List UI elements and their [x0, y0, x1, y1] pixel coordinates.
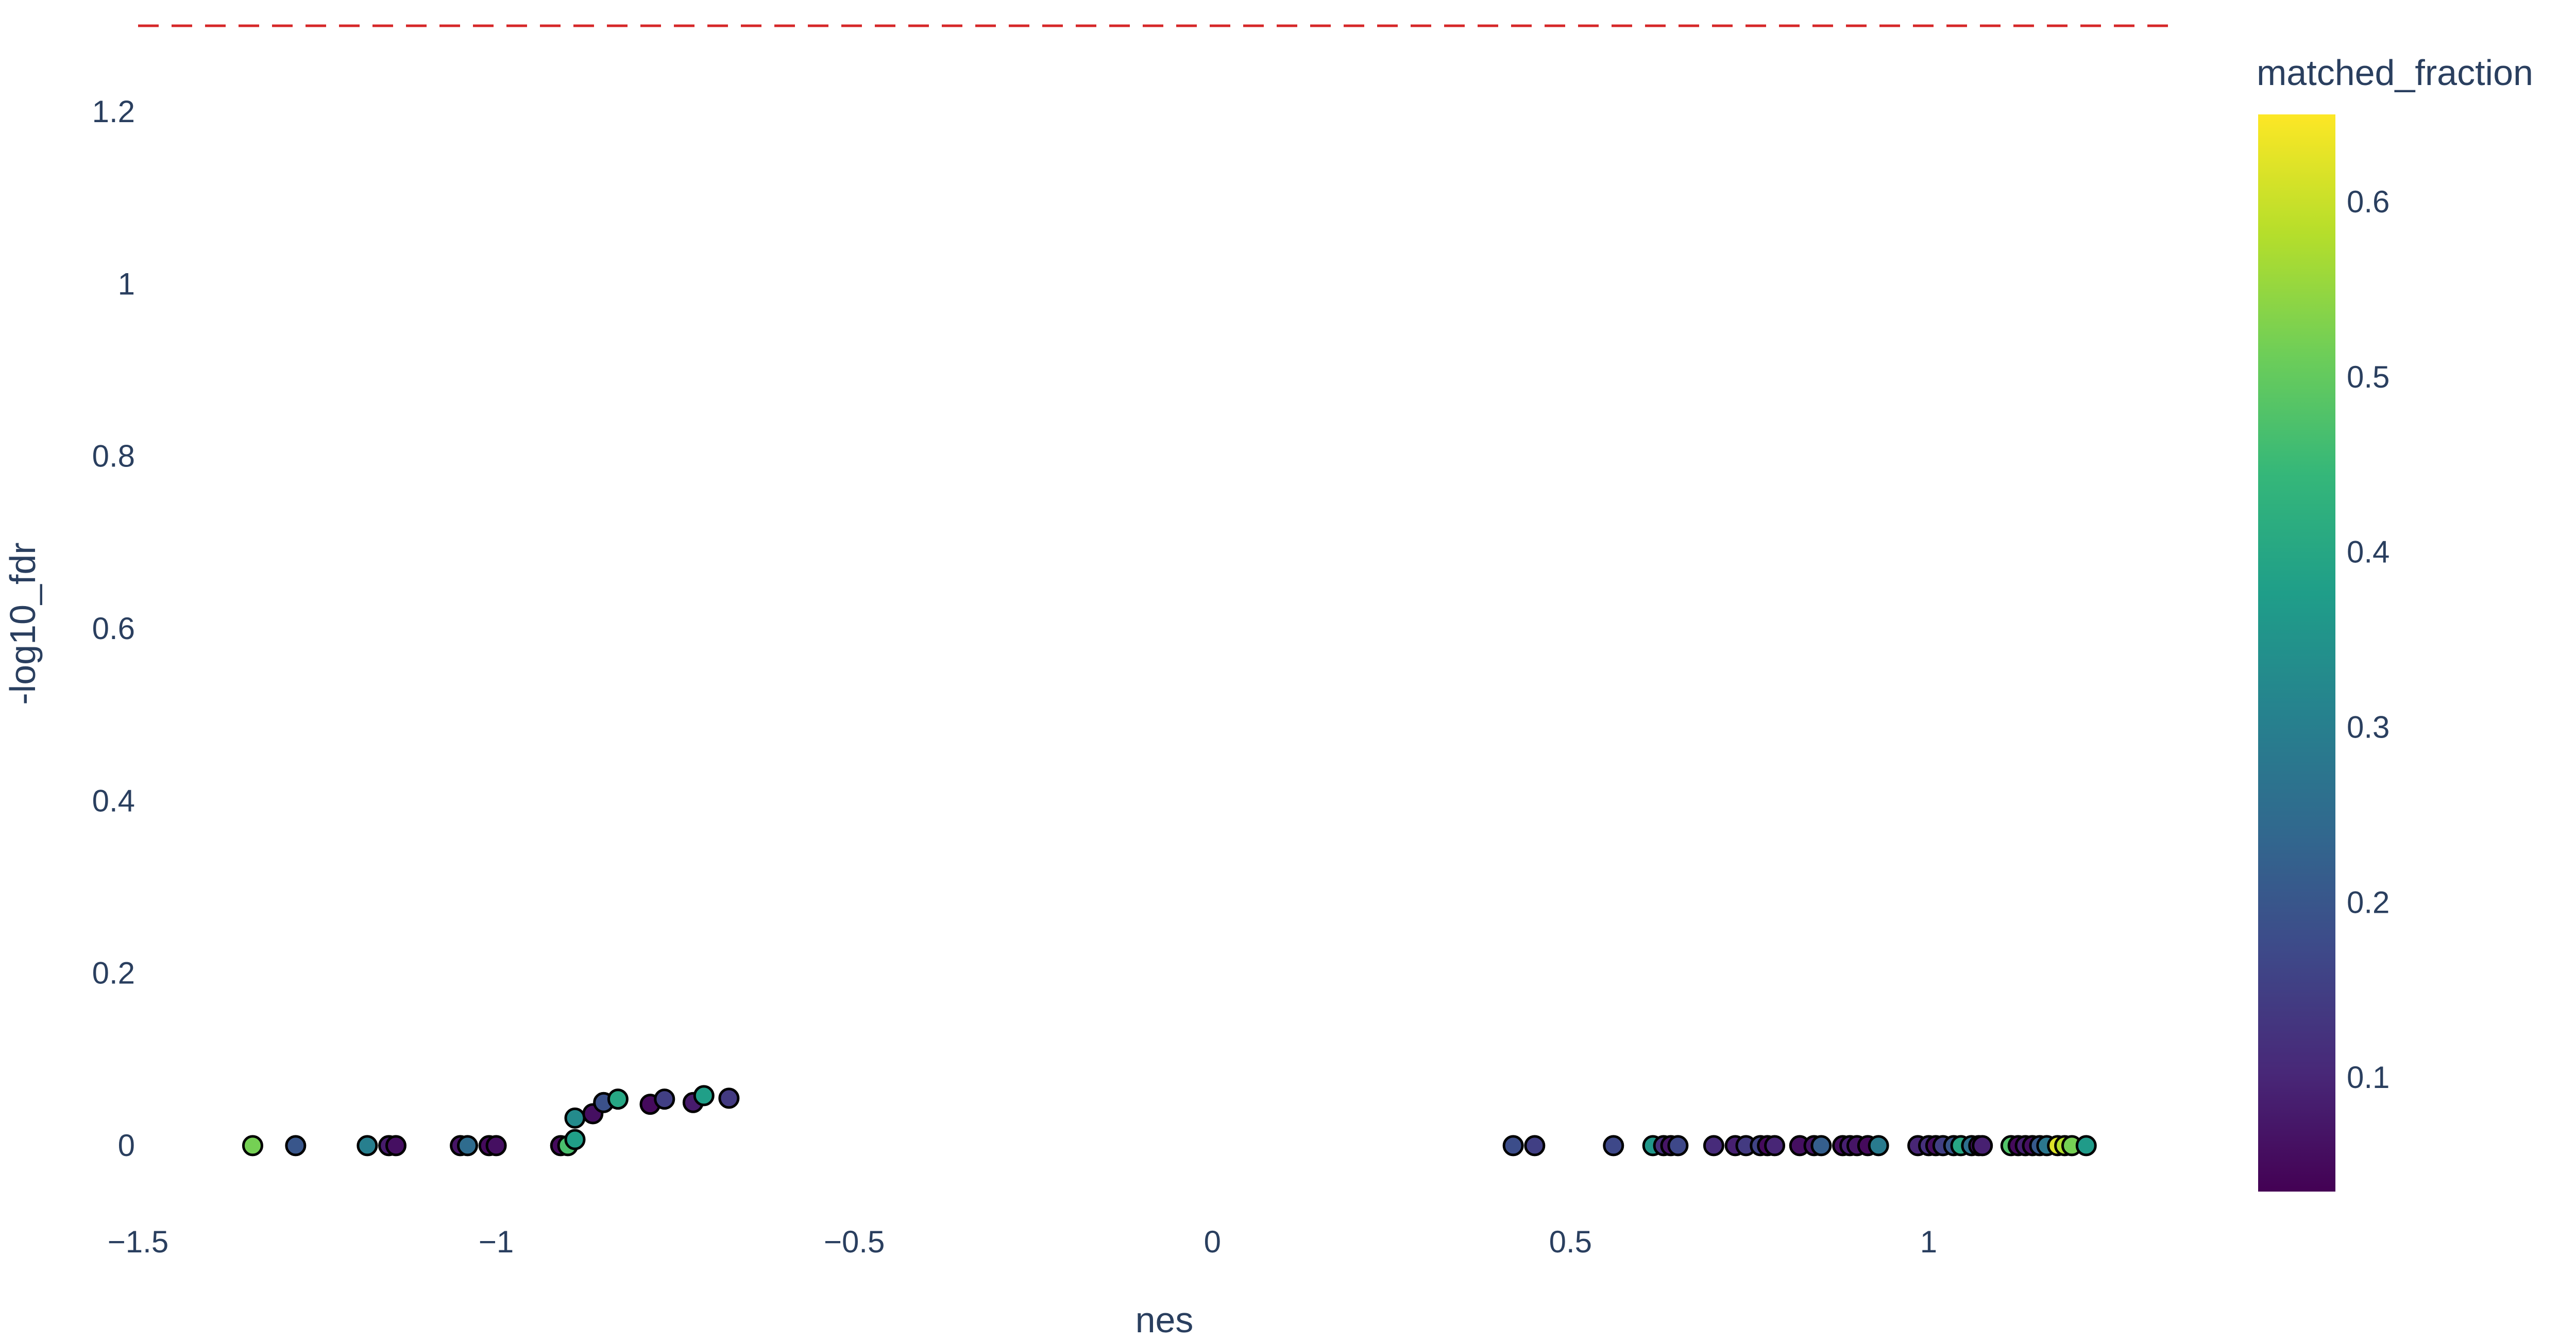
data-points [242, 1085, 2097, 1157]
y-tick-label: 1 [118, 266, 135, 301]
x-tick-label: −1 [479, 1225, 514, 1259]
data-point [1972, 1135, 1993, 1157]
x-tick-label: 0 [1204, 1225, 1221, 1259]
x-tick-label: −1.5 [108, 1225, 168, 1259]
data-point [718, 1087, 740, 1109]
colorbar-gradient [2258, 114, 2335, 1192]
colorbar: matched_fraction 0.1 0.2 0.3 0.4 0.5 0.6 [2257, 53, 2533, 1192]
colorbar-tick-labels: 0.1 0.2 0.3 0.4 0.5 0.6 [2347, 185, 2389, 1095]
colorbar-tick-label: 0.4 [2347, 535, 2389, 569]
colorbar-tick-label: 0.5 [2347, 360, 2389, 394]
data-point [456, 1135, 478, 1157]
data-point [1667, 1135, 1689, 1157]
data-point [1502, 1135, 1524, 1157]
y-tick-label: 0.4 [92, 783, 135, 818]
data-point [564, 1129, 586, 1150]
y-axis-title: -log10_fdr [3, 542, 43, 705]
colorbar-tick-label: 0.1 [2347, 1060, 2389, 1095]
data-point [285, 1135, 307, 1157]
data-point [1868, 1135, 1889, 1157]
data-point [1603, 1135, 1624, 1157]
data-point [654, 1088, 675, 1110]
x-tick-label: 1 [1920, 1225, 1937, 1259]
x-tick-label: −0.5 [824, 1225, 885, 1259]
data-point [607, 1088, 629, 1110]
x-tick-label: 0.5 [1549, 1225, 1592, 1259]
data-point [1764, 1135, 1786, 1157]
y-tick-label: 0 [118, 1128, 135, 1163]
x-axis-title: nes [1136, 1300, 1194, 1340]
colorbar-title: matched_fraction [2257, 53, 2533, 93]
data-point [1524, 1135, 1546, 1157]
data-point [564, 1107, 586, 1129]
y-tick-label: 0.8 [92, 439, 135, 474]
data-point [2075, 1135, 2097, 1157]
data-point [693, 1085, 715, 1107]
data-point [242, 1135, 263, 1157]
data-point [485, 1135, 507, 1157]
data-point [357, 1135, 378, 1157]
colorbar-tick-label: 0.2 [2347, 885, 2389, 919]
colorbar-tick-label: 0.6 [2347, 185, 2389, 219]
x-axis-tick-labels: −1.5 −1 −0.5 0 0.5 1 [108, 1225, 1937, 1259]
y-tick-label: 0.2 [92, 956, 135, 991]
data-point [1703, 1135, 1724, 1157]
data-point [1810, 1135, 1832, 1157]
y-tick-label: 0.6 [92, 611, 135, 646]
y-axis-tick-labels: 0 0.2 0.4 0.6 0.8 1 1.2 [92, 94, 135, 1163]
data-point [385, 1135, 406, 1157]
y-tick-label: 1.2 [92, 94, 135, 129]
colorbar-tick-label: 0.3 [2347, 710, 2389, 744]
